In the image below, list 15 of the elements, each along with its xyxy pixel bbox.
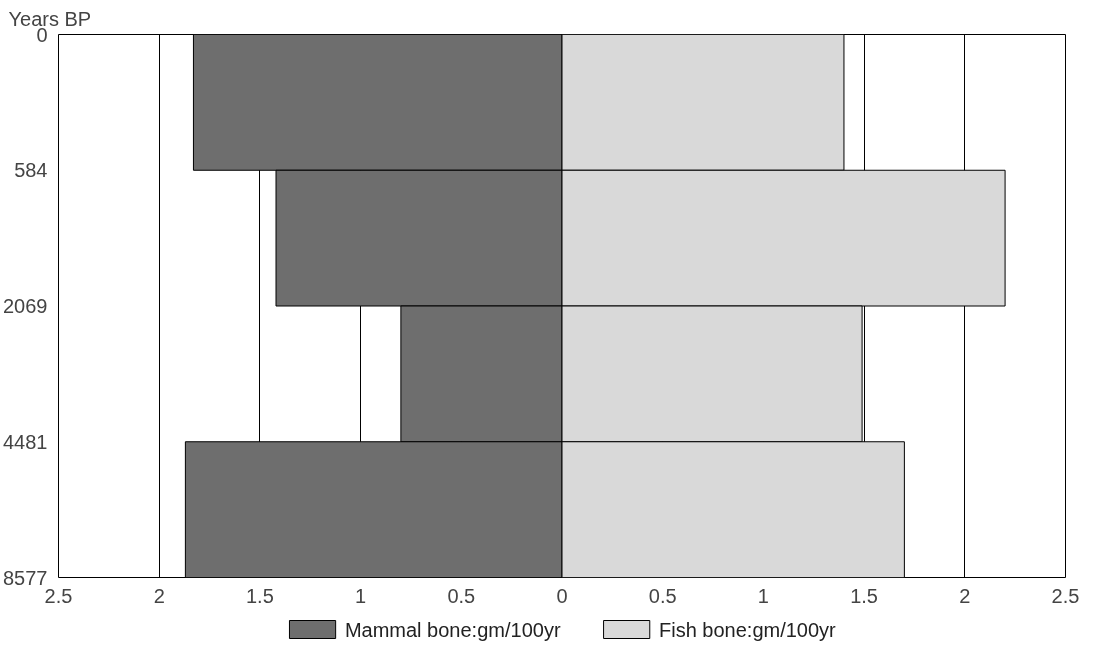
- x-tick-label: 1.5: [850, 584, 879, 607]
- legend-label: Fish bone:gm/100yr: [659, 618, 837, 641]
- x-tick-label: 1: [757, 584, 769, 607]
- x-tick-label: 0: [556, 584, 568, 607]
- text: 584: [14, 159, 48, 182]
- x-tick-label: 1: [355, 584, 367, 607]
- text: 2069: [3, 295, 48, 317]
- x-tick-label: 2: [959, 584, 971, 607]
- x-tick-label: 2.5: [1051, 584, 1080, 607]
- text: 4481: [3, 430, 48, 453]
- x-tick-label: 1.5: [246, 584, 274, 607]
- x-tick-label: 0.5: [648, 584, 677, 607]
- x-tick-label: 0.5: [447, 584, 476, 607]
- x-tick-label: 2: [153, 584, 165, 607]
- legend-label: Mammal bone:gm/100yr: [344, 618, 561, 641]
